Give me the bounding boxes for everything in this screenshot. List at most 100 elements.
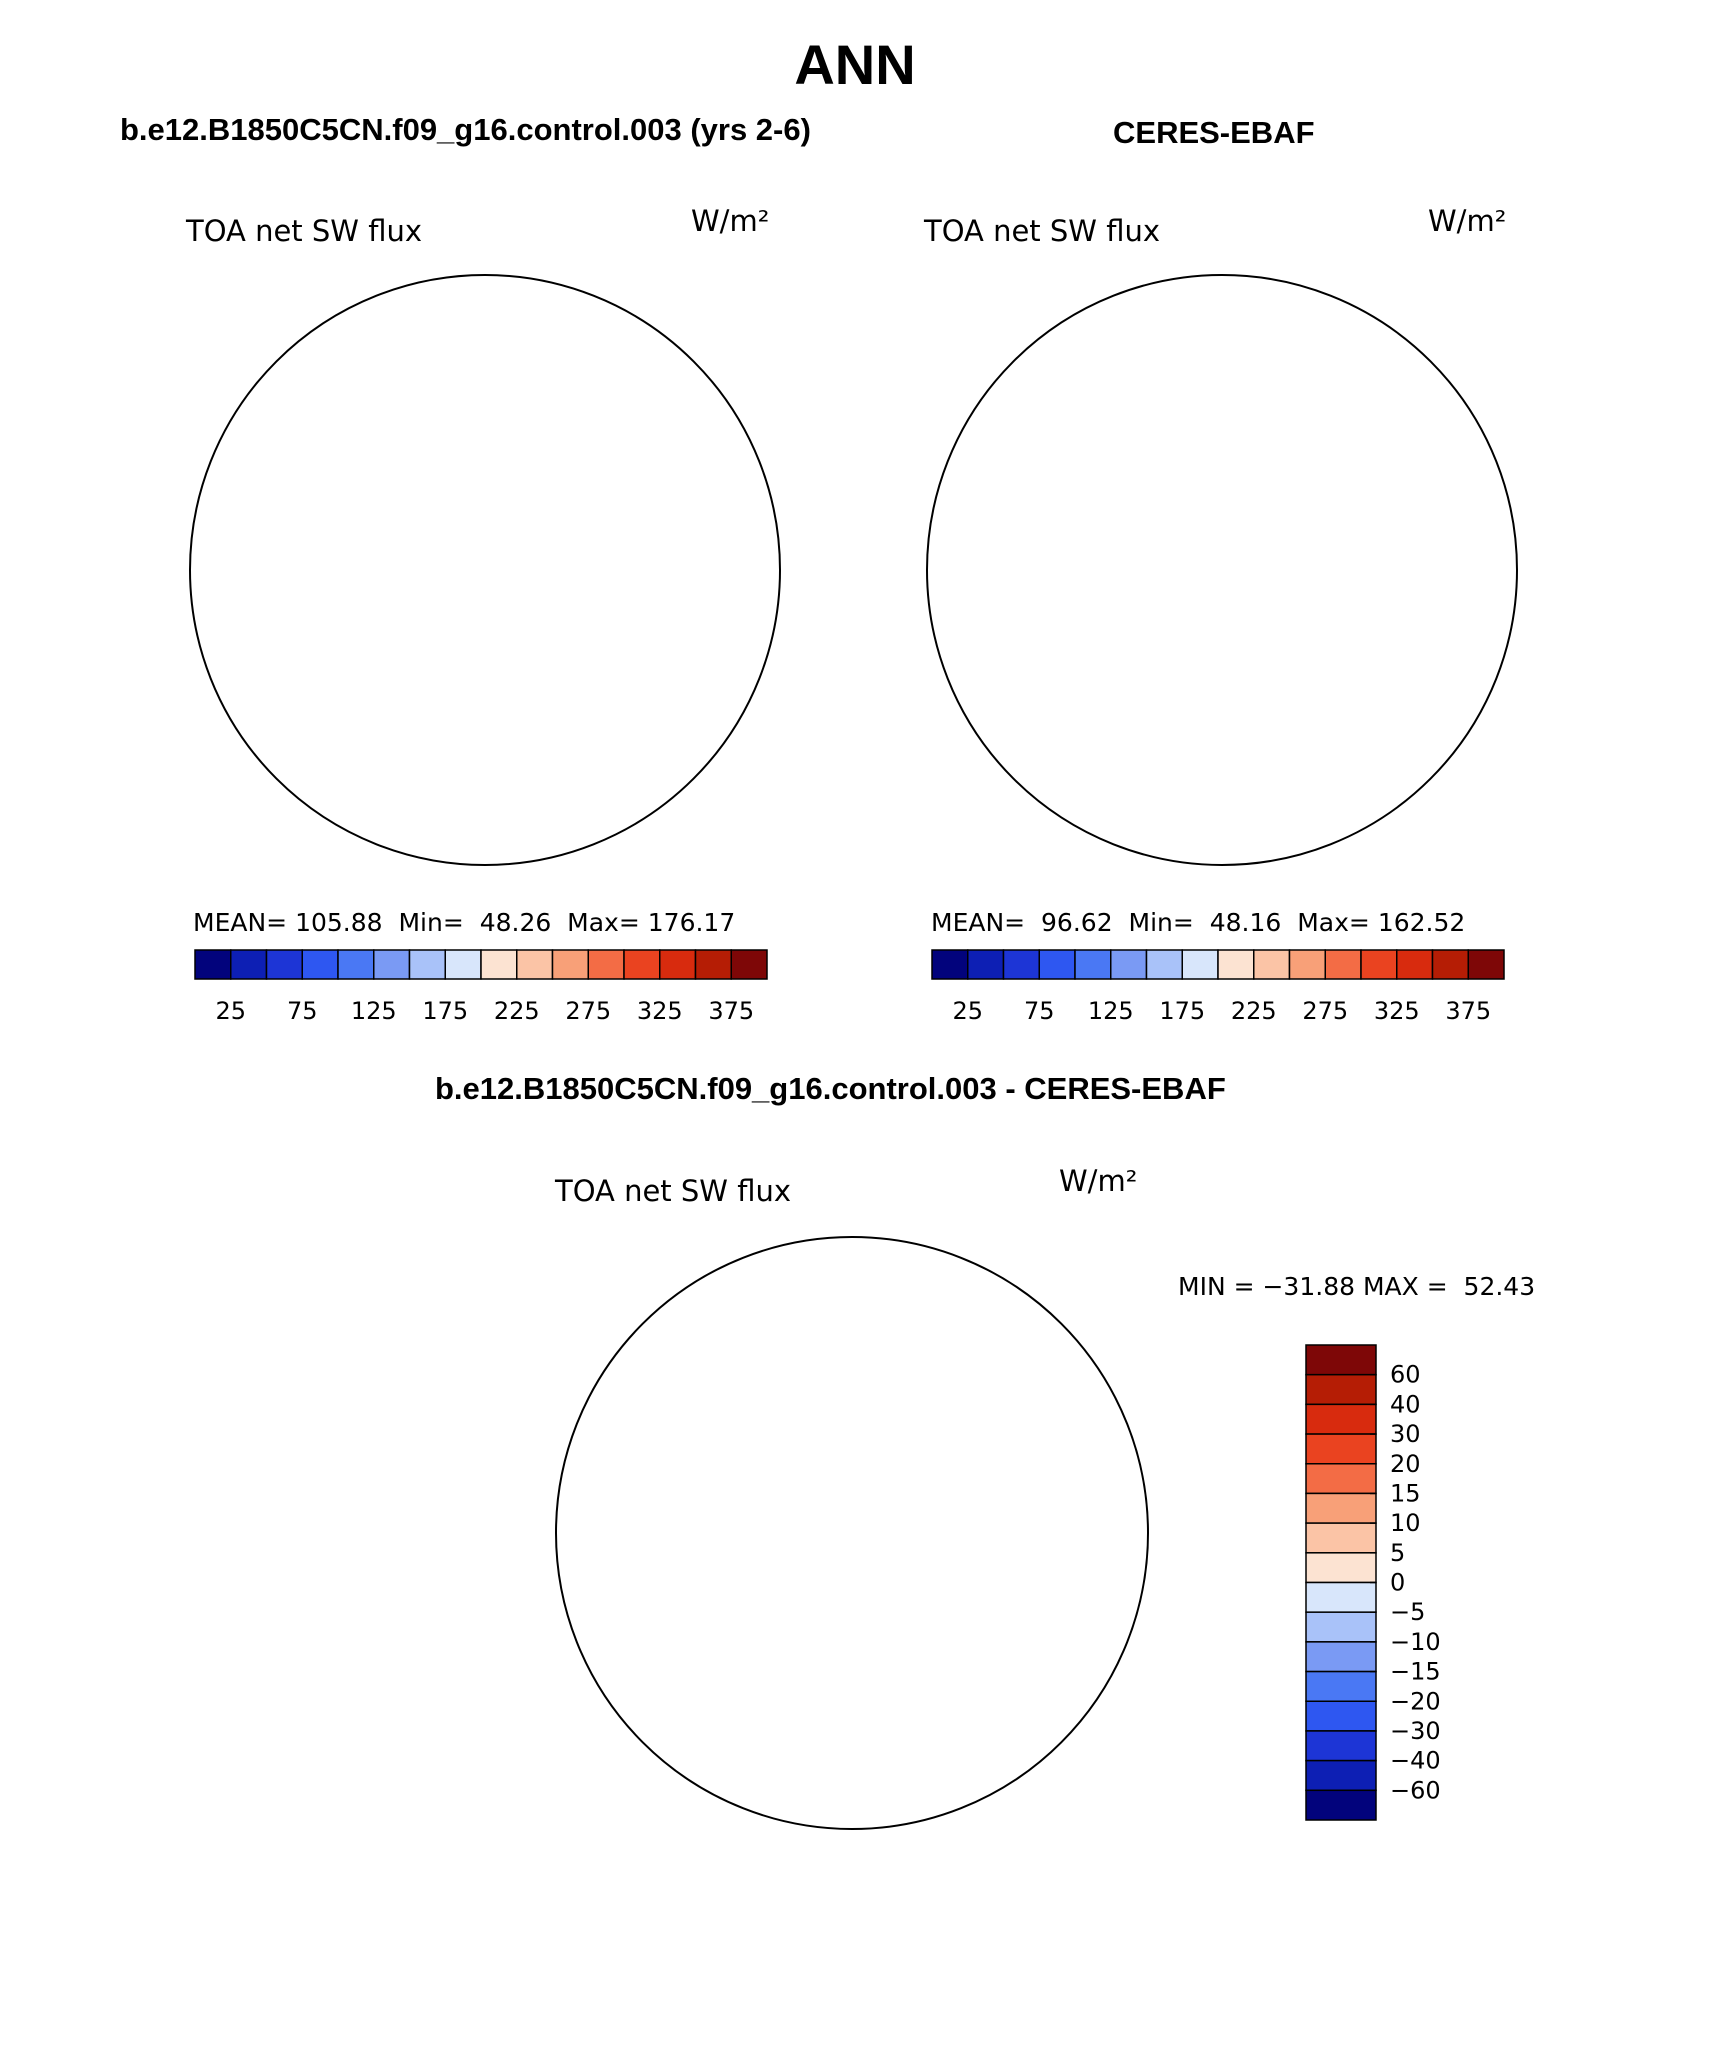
diff-colorbar-box	[1305, 1611, 1377, 1643]
diff-colorbar-box	[1305, 1581, 1377, 1613]
diff-neg-patch-4	[842, 1583, 922, 1643]
model-colorbar-tick-label: 125	[351, 997, 397, 1025]
diff-panel-header: b.e12.B1850C5CN.f09_g16.control.003 - CE…	[435, 1071, 1226, 1106]
obs-colorbar-box	[1253, 949, 1291, 980]
obs-colorbar-box	[1324, 949, 1362, 980]
diff-band-20-30	[662, 1345, 702, 1421]
diff-colorbar-box	[1305, 1641, 1377, 1673]
model-colorbar-box	[516, 949, 554, 980]
diff-neg-patch-2	[757, 1401, 827, 1445]
diff-neg-patch-1	[807, 1433, 917, 1513]
model-colorbar-tick-label: 325	[637, 997, 683, 1025]
obs-variable-label: TOA net SW flux	[924, 214, 1161, 248]
diff-coast-low-1	[647, 1558, 657, 1568]
obs-colorbar-tick-label: 75	[1024, 997, 1055, 1025]
obs-antarctica	[967, 408, 1392, 735]
model-colorbar-tick-label: 225	[494, 997, 540, 1025]
obs-colorbar-box	[967, 949, 1005, 980]
model-band-125-150	[235, 318, 765, 842]
diff-colorbar-tick-label: −60	[1390, 1776, 1441, 1804]
diff-band-5-10	[627, 1298, 1097, 1748]
model-band-100-125	[267, 353, 723, 797]
model-colorbar-box	[551, 949, 589, 980]
obs-colorbar-tick-label: 125	[1088, 997, 1134, 1025]
diff-colorbar-tick-label: −30	[1390, 1717, 1441, 1745]
model-antarctica	[230, 408, 655, 735]
obs-colorbar-tick-label: 175	[1159, 997, 1205, 1025]
diff-units-label: W/m²	[1059, 1164, 1138, 1198]
obs-colorbar-box	[1217, 949, 1255, 980]
obs-colorbar-box	[1145, 949, 1183, 980]
obs-colorbar-box	[1074, 949, 1112, 980]
diff-colorbar-tick-label: −40	[1390, 1747, 1441, 1775]
diff-colorbar-tick-label: 40	[1390, 1390, 1421, 1418]
obs-colorbar-box	[1396, 949, 1434, 980]
diff-colorbar-box	[1305, 1344, 1377, 1376]
model-colorbar-tick-label: 275	[565, 997, 611, 1025]
model-band-75-100	[295, 374, 711, 758]
figure-title: ANN	[794, 33, 916, 96]
model-colorbar-box	[587, 949, 625, 980]
obs-colorbar-box	[1110, 949, 1148, 980]
diff-colorbar-tick-label: 30	[1390, 1420, 1421, 1448]
diff-colorbar-tick-label: 20	[1390, 1450, 1421, 1478]
diff-colorbar-box	[1305, 1463, 1377, 1495]
model-colorbar-box	[194, 949, 232, 980]
diff-colorbar-box	[1305, 1700, 1377, 1732]
diff-colorbar-box	[1305, 1522, 1377, 1554]
diff-colorbar-box	[1305, 1433, 1377, 1465]
model-panel-header: b.e12.B1850C5CN.f09_g16.control.003 (yrs…	[120, 112, 811, 147]
diff-neg-coast	[593, 1418, 621, 1478]
diff-colorbar-box	[1305, 1730, 1377, 1762]
model-colorbar: 25 75 125 175 225 275 325 375	[194, 949, 768, 1025]
obs-colorbar: 25 75 125 175 225 275 325 375	[931, 949, 1505, 1025]
diff-colorbar-tick-label: −15	[1390, 1658, 1441, 1686]
diff-neg-patch-3	[887, 1473, 977, 1593]
diff-pole-point	[843, 1525, 851, 1533]
model-colorbar-tick-label: 175	[422, 997, 468, 1025]
model-colorbar-box	[730, 949, 768, 980]
diff-colorbar-tick-label: 10	[1390, 1509, 1421, 1537]
model-colorbar-box	[373, 949, 411, 980]
obs-stats: MEAN= 96.62 Min= 48.16 Max= 162.52	[931, 908, 1466, 937]
obs-map	[926, 274, 1518, 866]
model-colorbar-box	[480, 949, 518, 980]
diff-band-15-20-south	[552, 1493, 622, 1713]
model-colorbar-tick-label: 25	[215, 997, 246, 1025]
diff-colorbar-tick-label: 0	[1390, 1569, 1405, 1597]
model-colorbar-box	[265, 949, 303, 980]
obs-colorbar-box	[1431, 949, 1469, 980]
model-band-150-175	[675, 845, 785, 870]
diff-colorbar-tick-label: 5	[1390, 1539, 1405, 1567]
diff-colorbar-box	[1305, 1789, 1377, 1821]
diff-coast-low-2	[956, 1687, 968, 1699]
diff-band-15-20-indian	[992, 1243, 1152, 1513]
diff-colorbar-box	[1305, 1403, 1377, 1435]
model-map	[189, 274, 785, 870]
obs-colorbar-tick-label: 225	[1231, 997, 1277, 1025]
model-units-label: W/m²	[691, 204, 770, 238]
model-colorbar-box	[694, 949, 732, 980]
diff-neg-patch-5	[858, 1441, 886, 1465]
obs-colorbar-box	[1467, 949, 1505, 980]
obs-map-border	[926, 274, 1518, 866]
model-map-border	[189, 274, 781, 866]
diff-map-border	[555, 1236, 1149, 1830]
obs-colorbar-box	[1038, 949, 1076, 980]
obs-colorbar-tick-label: 25	[952, 997, 983, 1025]
diff-coast-peak-2	[1013, 1479, 1031, 1497]
obs-panel-header: CERES-EBAF	[1113, 115, 1315, 150]
obs-band-75-100	[1002, 356, 1462, 780]
obs-colorbar-box	[1181, 949, 1219, 980]
obs-pole-point	[1217, 567, 1227, 577]
model-stats: MEAN= 105.88 Min= 48.26 Max= 176.17	[193, 908, 736, 937]
diff-colorbar-box	[1305, 1552, 1377, 1584]
diff-colorbar-tick-label: −20	[1390, 1687, 1441, 1715]
model-colorbar-tick-label: 375	[708, 997, 754, 1025]
obs-colorbar-box	[1002, 949, 1040, 980]
model-colorbar-box	[230, 949, 268, 980]
diff-variable-label: TOA net SW flux	[555, 1174, 792, 1208]
diff-colorbar-box	[1305, 1759, 1377, 1792]
model-colorbar-box	[444, 949, 482, 980]
